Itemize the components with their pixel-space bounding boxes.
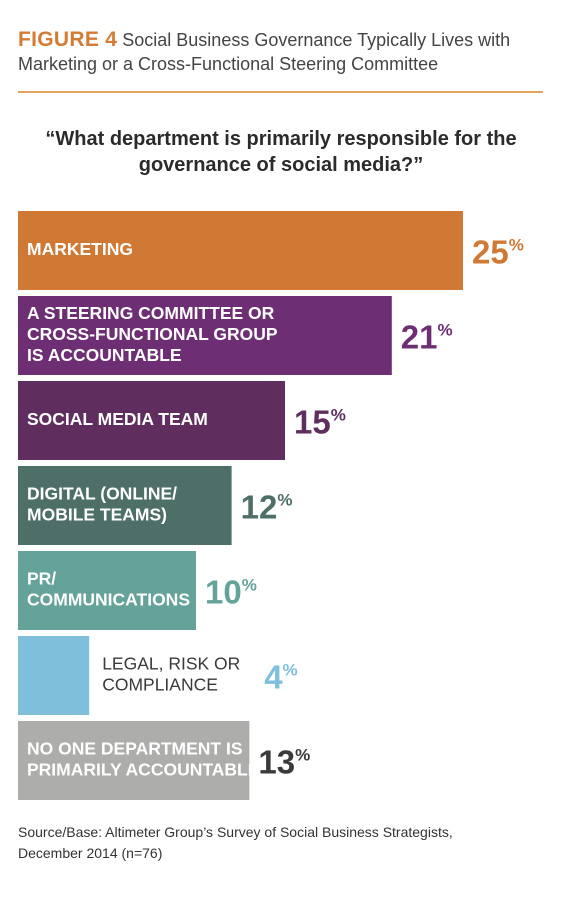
category-label-line: LEGAL, RISK OR [102, 654, 240, 674]
category-label: A STEERING COMMITTEE OR CROSS-FUNCTIONAL … [27, 303, 278, 365]
category-label-line: A STEERING COMMITTEE OR [27, 303, 275, 323]
category-label-line: SOCIAL MEDIA TEAM [27, 409, 208, 429]
value-number: 4 [264, 659, 283, 696]
bar [18, 551, 196, 630]
figure-title-text: Social Business Governance Typically Liv… [122, 30, 511, 50]
value-unit: % [283, 661, 298, 680]
bar [18, 466, 232, 545]
category-label-line: COMPLIANCE [102, 675, 218, 695]
category-label-line: MARKETING [27, 239, 133, 259]
category-label-line: IS ACCOUNTABLE [27, 345, 182, 365]
header-divider [18, 91, 543, 93]
value-number: 10 [205, 574, 242, 611]
value-label: 21% [401, 319, 453, 356]
value-label: 4% [264, 659, 297, 696]
bar [18, 721, 250, 800]
value-label: 10% [205, 574, 257, 611]
value-unit: % [331, 406, 346, 425]
survey-question-line-1: “What department is primarily responsibl… [45, 128, 517, 150]
category-label: SOCIAL MEDIA TEAM [27, 409, 208, 429]
category-label: PR/COMMUNICATIONS [27, 569, 190, 610]
figure-header: FIGURE 4 Social Business Governance Typi… [18, 28, 548, 76]
value-unit: % [295, 746, 310, 765]
value-label: 15% [294, 404, 346, 441]
source-line-2: December 2014 (n=76) [18, 845, 163, 861]
figure-number: FIGURE 4 [18, 28, 118, 51]
category-label-line: PR/ [27, 569, 56, 589]
survey-question-line-2: governance of social media?” [138, 154, 424, 176]
value-unit: % [438, 321, 453, 340]
value-number: 15 [294, 404, 331, 441]
value-unit: % [242, 576, 257, 595]
value-label: 25% [472, 234, 524, 271]
category-label: MARKETING [27, 239, 133, 259]
value-number: 25 [472, 234, 509, 271]
figure-title-line-1: FIGURE 4 Social Business Governance Typi… [18, 28, 548, 52]
value-unit: % [277, 491, 292, 510]
bar [18, 296, 392, 375]
source-line-1: Source/Base: Altimeter Group’s Survey of… [18, 824, 453, 840]
figure-title-line-2: Marketing or a Cross-Functional Steering… [18, 54, 439, 74]
category-label: LEGAL, RISK OR COMPLIANCE [102, 654, 240, 695]
value-label: 13% [258, 744, 310, 781]
bar-chart: MARKETING 25% A STEERING COMMITTEE OR CROSS… [18, 211, 524, 800]
category-label: NO ONE DEPARTMENT IS PRIMARILY ACCOUNTABL… [27, 739, 259, 780]
bar [18, 381, 285, 460]
survey-question: “What department is primarily responsibl… [30, 126, 532, 178]
value-unit: % [509, 236, 524, 255]
value-label: 12% [241, 489, 293, 526]
category-label: DIGITAL (ONLINE/MOBILE TEAMS) [27, 484, 177, 525]
bar [18, 211, 463, 290]
bar [18, 636, 90, 715]
category-label-line: COMMUNICATIONS [27, 590, 190, 610]
value-number: 13 [258, 744, 295, 781]
source-note: Source/Base: Altimeter Group’s Survey of… [18, 822, 453, 864]
category-label-line: MOBILE TEAMS) [27, 505, 167, 525]
category-label-line: DIGITAL (ONLINE/ [27, 484, 177, 504]
category-label-line: CROSS-FUNCTIONAL GROUP [27, 324, 278, 344]
value-number: 12 [241, 489, 278, 526]
category-label-line: NO ONE DEPARTMENT IS [27, 739, 243, 759]
value-number: 21 [401, 319, 438, 356]
category-label-line: PRIMARILY ACCOUNTABLE [27, 760, 259, 780]
